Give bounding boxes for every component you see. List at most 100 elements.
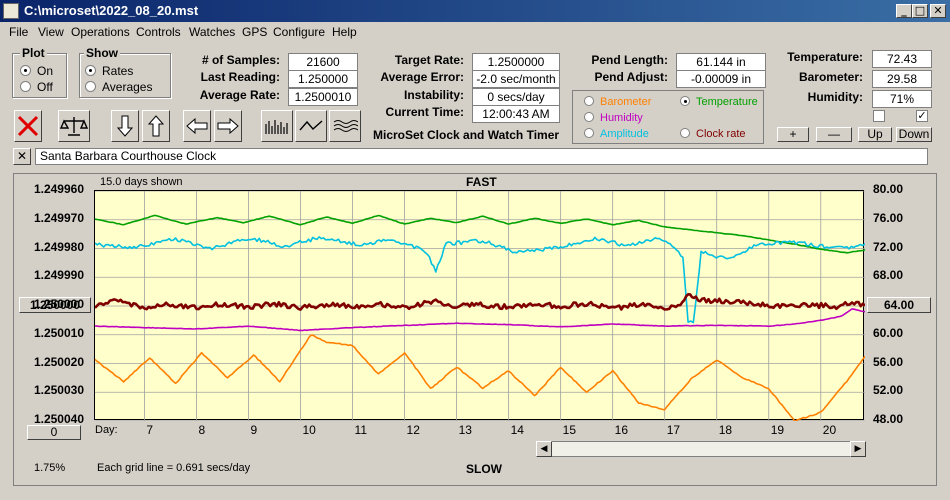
balance-scale-icon — [60, 117, 88, 136]
maximize-button[interactable]: □ — [912, 4, 928, 18]
legend-amplitude[interactable]: Amplitude — [584, 128, 649, 140]
menu-watches[interactable]: Watches — [189, 25, 236, 39]
minus-button[interactable]: — — [816, 127, 852, 142]
menu-configure[interactable]: Configure — [273, 25, 326, 39]
pend-length-label: Pend Length: — [591, 53, 668, 67]
radio-icon — [85, 81, 96, 92]
legend-barometer[interactable]: Barometer — [584, 96, 651, 108]
pend-adjust-label: Pend Adjust: — [594, 70, 668, 84]
x-axis-tick-label: 13 — [458, 423, 472, 437]
left-axis-tick-label: 1.250000 — [33, 297, 84, 311]
wave-view-button[interactable] — [329, 110, 361, 142]
days-shown-label: 15.0 days shown — [100, 176, 183, 188]
last-reading-value: 1.250000 — [288, 70, 358, 88]
left-axis-tick-label: 1.249960 — [33, 182, 84, 196]
x-axis-tick-label: 16 — [614, 423, 629, 437]
offset-button[interactable]: 0 — [27, 425, 81, 440]
show-rates-option[interactable]: Rates — [85, 64, 133, 78]
pend-adjust-value[interactable]: -0.00009 in — [676, 70, 766, 88]
average-rate-label: Average Rate: — [199, 88, 280, 102]
up-button[interactable]: Up — [858, 127, 892, 142]
title-bar: C:\microset\2022_08_20.mst _ □ ✕ — [0, 0, 950, 22]
x-axis-tick-label: 8 — [198, 423, 206, 437]
humidity-value: 71% — [872, 90, 932, 108]
x-axis-tick-label: 15 — [562, 423, 576, 437]
center-temp-button[interactable]: 64.00 — [867, 297, 931, 313]
right-checkbox[interactable]: ✓ — [916, 109, 928, 122]
down-button[interactable]: Down — [896, 127, 932, 142]
series-temperature — [95, 214, 865, 254]
stop-button[interactable] — [14, 110, 42, 142]
plot-on-option[interactable]: On — [20, 64, 53, 78]
menu-file[interactable]: File — [9, 25, 29, 39]
move-left-button[interactable] — [183, 110, 211, 142]
line-view-button[interactable] — [295, 110, 327, 142]
wave-lines-icon — [333, 120, 358, 132]
left-axis-tick-label: 1.249970 — [33, 210, 84, 225]
radio-icon — [584, 128, 594, 138]
left-axis-tick-label: 1.250030 — [33, 383, 84, 398]
menu-help[interactable]: Help — [332, 25, 357, 39]
plus-button[interactable]: + — [777, 127, 809, 142]
right-axis-tick-label: 72.00 — [873, 239, 904, 254]
x-axis-tick-label: 12 — [406, 423, 420, 437]
arrow-down-icon — [116, 115, 134, 137]
grid-note: Each grid line = 0.691 secs/day — [97, 462, 251, 474]
right-axis-tick-label: 80.00 — [873, 182, 904, 196]
show-group — [79, 53, 171, 98]
current-time-value: 12:00:43 AM — [472, 105, 560, 123]
humidity-label: Humidity: — [807, 90, 863, 104]
menu-controls[interactable]: Controls — [136, 25, 181, 39]
center-rate-button[interactable]: 1.250000 — [19, 297, 91, 313]
average-error-label: Average Error: — [380, 70, 464, 84]
arrow-right-icon — [217, 117, 239, 135]
right-axis-tick-label: 48.00 — [873, 412, 904, 426]
percent-label: 1.75% — [34, 462, 66, 474]
balance-button[interactable] — [58, 110, 90, 142]
bar-view-button[interactable] — [261, 110, 293, 142]
move-right-button[interactable] — [214, 110, 242, 142]
clear-description-button[interactable]: ✕ — [13, 148, 31, 165]
pend-length-value[interactable]: 61.144 in — [676, 53, 766, 71]
move-down-button[interactable] — [111, 110, 139, 142]
samples-value: 21600 — [288, 53, 358, 71]
left-checkbox[interactable] — [873, 110, 885, 122]
x-axis-tick-label: 17 — [666, 423, 681, 437]
chart-svg — [95, 191, 865, 421]
arrow-up-icon — [147, 115, 165, 137]
menu-operations[interactable]: Operations — [71, 25, 130, 39]
slow-label: SLOW — [466, 462, 502, 476]
average-error-value: -2.0 sec/month — [472, 70, 560, 88]
radio-icon — [20, 81, 31, 92]
series-amplitude — [95, 236, 865, 324]
close-button[interactable]: ✕ — [930, 4, 946, 18]
menu-gps[interactable]: GPS — [242, 25, 268, 39]
clock-description-field[interactable]: Santa Barbara Courthouse Clock — [35, 148, 928, 165]
plot-off-option[interactable]: Off — [20, 80, 53, 94]
samples-label: # of Samples: — [201, 53, 280, 67]
radio-icon — [680, 128, 690, 138]
scroll-left-arrow-icon[interactable]: ◀ — [536, 441, 552, 457]
day-scrollbar[interactable] — [536, 441, 866, 457]
legend-clock-rate[interactable]: Clock rate — [680, 128, 746, 140]
move-up-button[interactable] — [142, 110, 170, 142]
plot-group-label: Plot — [20, 46, 47, 60]
chart-panel — [13, 173, 937, 486]
legend-humidity[interactable]: Humidity — [584, 112, 643, 124]
show-averages-option[interactable]: Averages — [85, 80, 152, 94]
right-axis-tick-label: 76.00 — [873, 210, 904, 225]
target-rate-field[interactable]: 1.2500000 — [472, 53, 560, 71]
temperature-value: 72.43 — [872, 50, 932, 68]
x-axis-tick-label: 7 — [146, 423, 154, 437]
series-clock-rate — [95, 293, 865, 311]
x-axis-tick-label: 19 — [770, 423, 785, 437]
menu-view[interactable]: View — [38, 25, 64, 39]
legend-temperature[interactable]: Temperature — [680, 96, 758, 108]
left-axis-tick-label: 1.250040 — [33, 412, 84, 426]
right-axis-tick-label: 56.00 — [873, 354, 904, 369]
scroll-right-arrow-icon[interactable]: ▶ — [850, 441, 866, 457]
x-axis-tick-label: 9 — [250, 423, 258, 437]
minimize-button[interactable]: _ — [896, 4, 912, 18]
radio-icon — [20, 65, 31, 76]
bar-graph-icon — [265, 120, 288, 134]
